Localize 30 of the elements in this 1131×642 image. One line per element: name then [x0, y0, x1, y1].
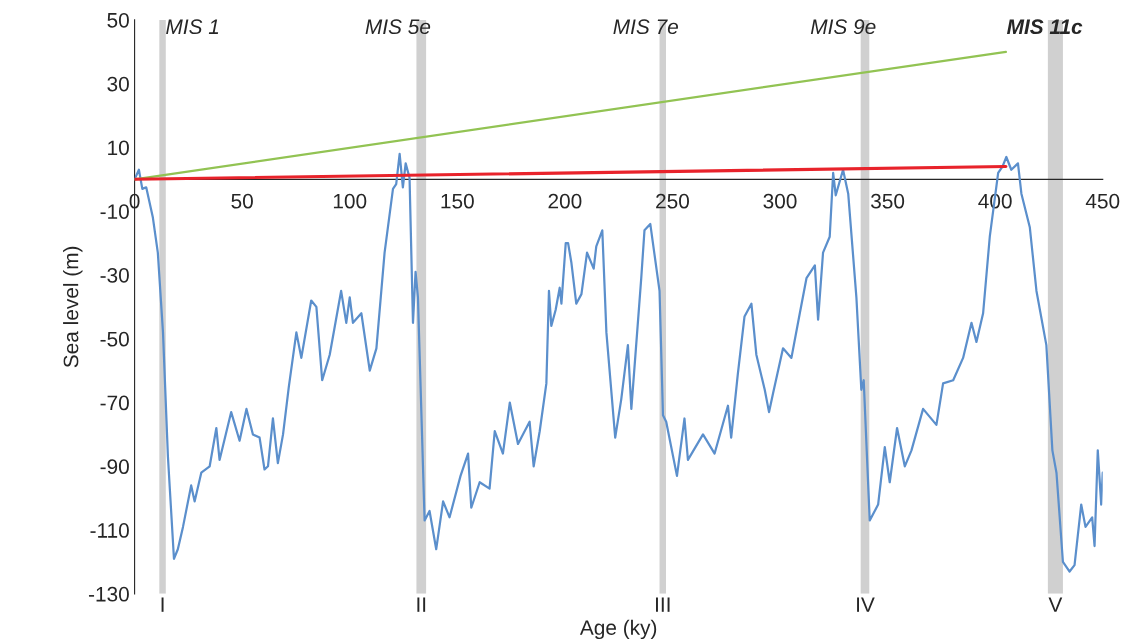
band-label: III — [656, 597, 670, 612]
y-tick-label: -50 — [100, 331, 129, 347]
x-tick-label: 100 — [333, 193, 367, 209]
y-tick-label: -10 — [100, 204, 129, 219]
band-label: I — [161, 597, 164, 612]
x-tick-label: 300 — [763, 193, 797, 209]
y-tick-label: -30 — [100, 267, 129, 283]
y-tick-label: -90 — [100, 459, 129, 475]
band-label: V — [1048, 597, 1063, 612]
y-tick-label: -70 — [100, 395, 129, 411]
band-label: II — [417, 597, 426, 612]
annotation: MIS 5e — [365, 19, 431, 35]
x-tick-label: 150 — [441, 193, 474, 209]
annotation: MIS 11c — [1006, 19, 1083, 35]
x-tick-label: 250 — [656, 193, 690, 209]
x-tick-label: 350 — [871, 193, 905, 209]
annotation: MIS 1 — [166, 19, 219, 35]
y-tick-label: -130 — [88, 586, 129, 602]
y-axis-title: Sea level (m) — [63, 246, 83, 368]
y-tick-label: -110 — [90, 523, 129, 538]
band-label: IV — [857, 597, 875, 612]
x-axis-title: Age (ky) — [579, 619, 657, 640]
annotation: MIS 7e — [613, 19, 678, 35]
y-tick-label: 50 — [107, 12, 129, 28]
x-tick-label: 200 — [548, 193, 582, 209]
y-tick-label: 10 — [108, 140, 129, 156]
y-tick-label: 30 — [107, 76, 129, 92]
annotation: MIS 9e — [810, 19, 876, 35]
x-tick-label: 450 — [1085, 193, 1120, 209]
x-tick-label: 50 — [231, 193, 253, 209]
